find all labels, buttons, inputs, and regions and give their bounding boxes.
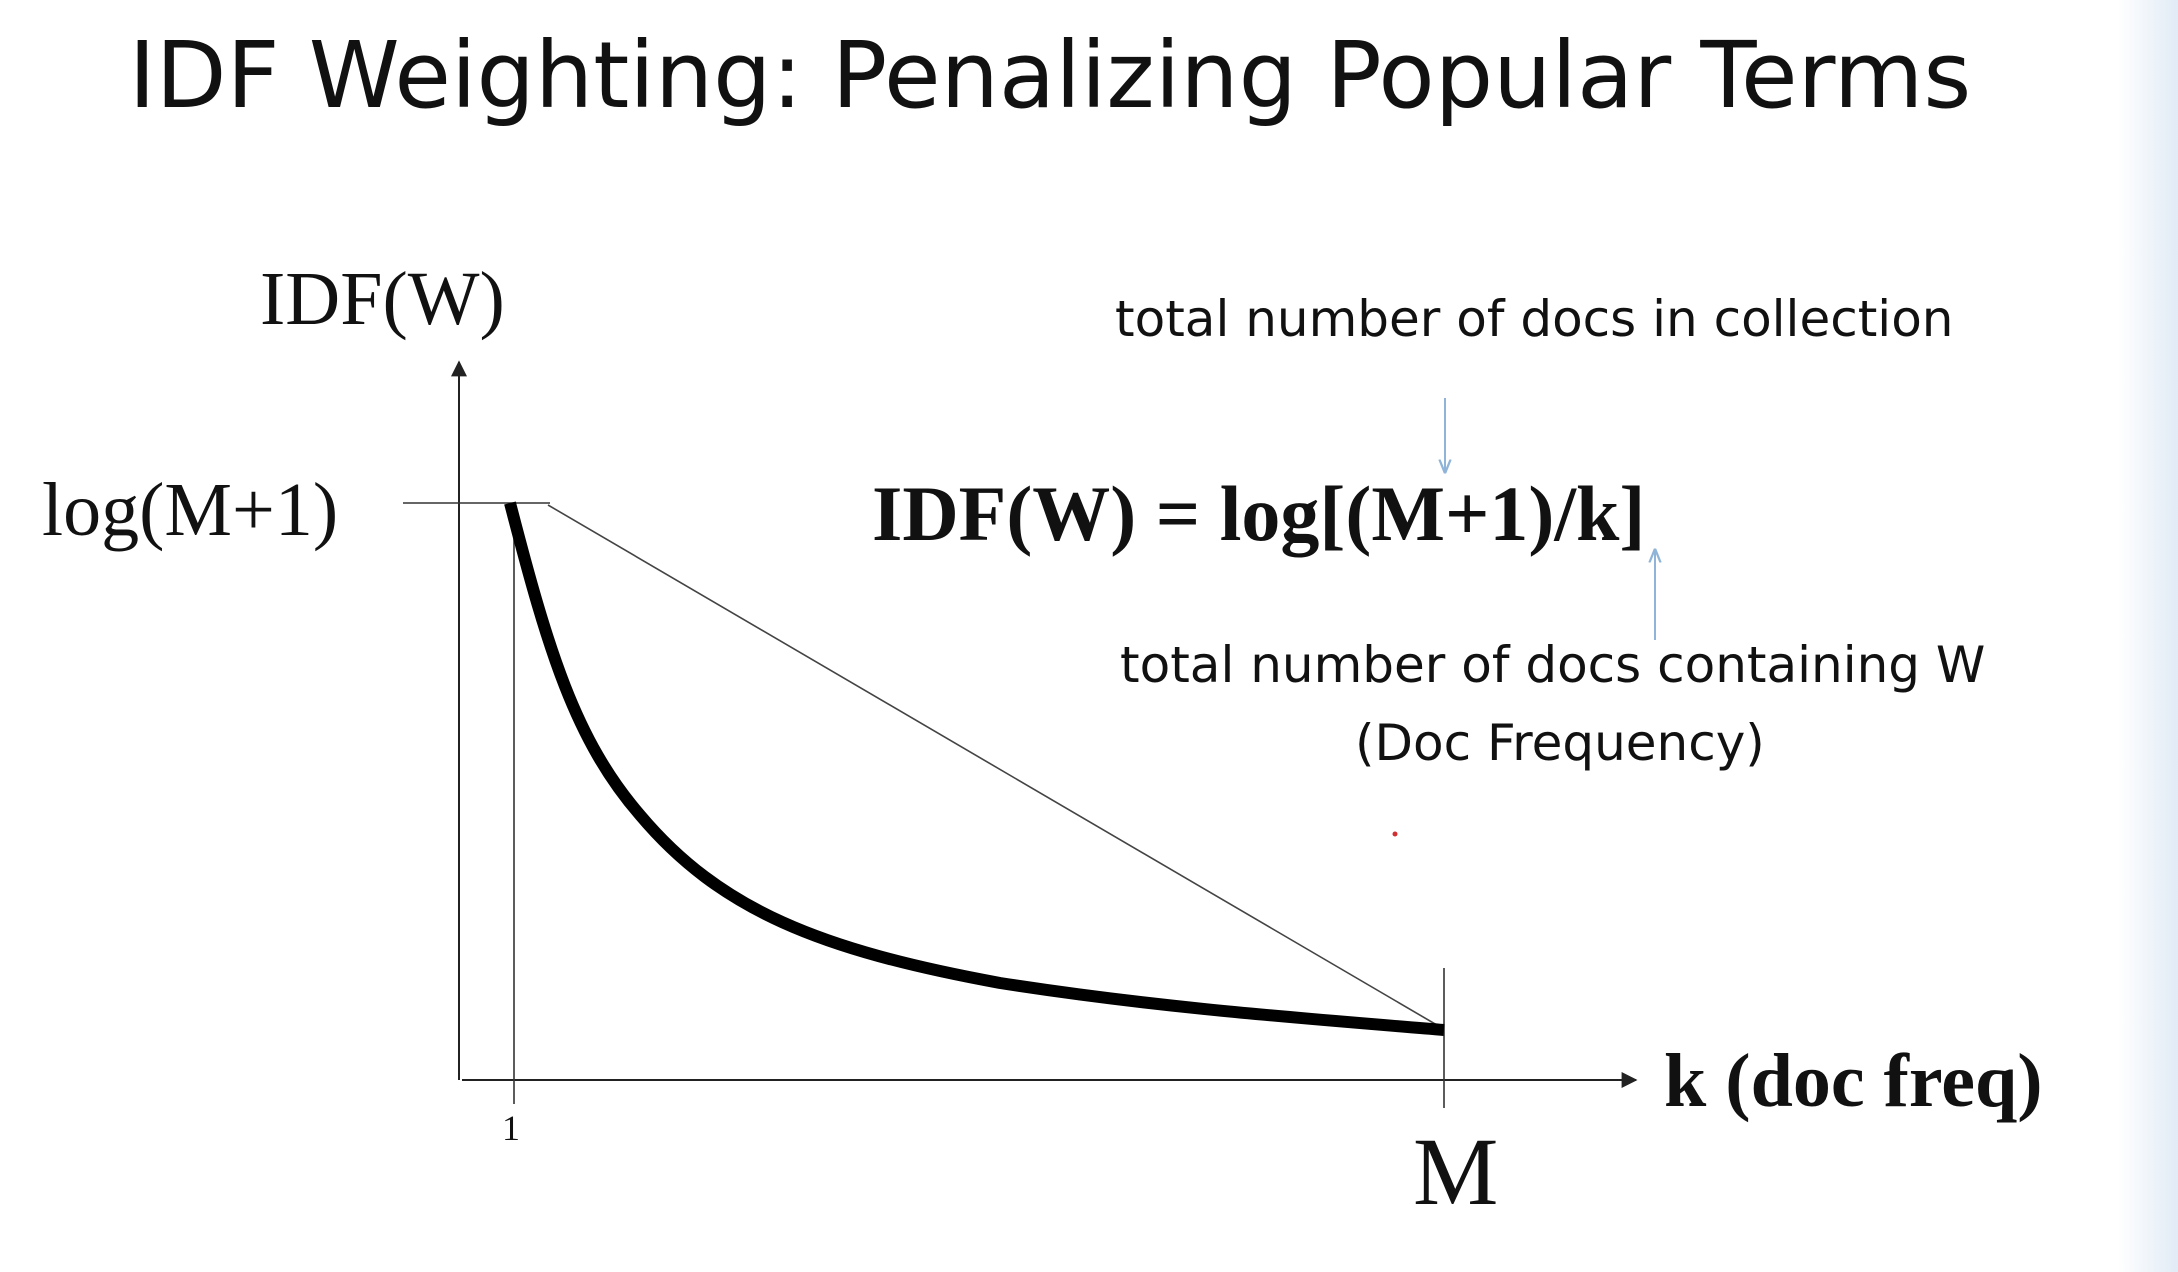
annotation-doc-frequency-line1: total number of docs containing W xyxy=(1120,636,1985,694)
idf-formula: IDF(W) = log[(M+1)/k] xyxy=(872,470,1645,557)
stray-dot xyxy=(1392,831,1398,837)
annotation-doc-frequency-line2: (Doc Frequency) xyxy=(1355,714,1765,772)
x-tick-min-label: 1 xyxy=(502,1108,520,1148)
x-tick-max-label: M xyxy=(1413,1118,1498,1225)
linear-reference-line xyxy=(547,504,1443,1029)
edge-glow-decoration xyxy=(2118,0,2178,1272)
y-axis-label: IDF(W) xyxy=(260,257,505,341)
x-axis-label: k (doc freq) xyxy=(1664,1039,2043,1123)
slide-title: IDF Weighting: Penalizing Popular Terms xyxy=(128,22,1972,129)
y-max-label: log(M+1) xyxy=(42,468,338,552)
annotation-total-docs: total number of docs in collection xyxy=(1115,290,1953,348)
idf-curve xyxy=(504,501,1445,1036)
